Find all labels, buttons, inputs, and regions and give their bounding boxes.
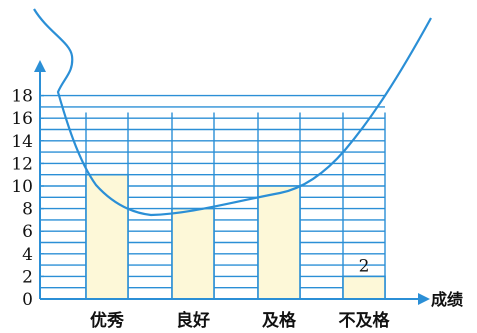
axes [34,60,430,305]
y-tick-label: 2 [22,267,33,287]
x-axis-label: 成绩 [431,290,463,309]
y-tick-label: 16 [11,109,33,129]
x-category-labels: 优秀 良好 及格 不及格 [90,310,390,331]
y-tick-label: 4 [22,245,33,265]
y-tick-label: 18 [11,87,33,107]
y-tick-label: 12 [11,154,33,174]
y-tick-label: 8 [22,200,33,220]
bar-4 [342,275,386,300]
y-tick-label: 10 [11,177,33,197]
bar-1 [85,173,129,300]
category-label: 优秀 [90,310,124,331]
y-tick-label: 6 [22,222,33,242]
data-label: 2 [359,256,370,276]
x-axis-arrow [418,293,430,305]
bar-3 [257,185,301,300]
y-tick-label: 0 [22,290,33,310]
bars [85,173,386,300]
category-label: 及格 [262,310,297,331]
data-labels: 2 [359,256,370,276]
y-tick-label: 14 [11,132,33,152]
y-axis-arrow [34,60,46,72]
decorative-curve [33,8,432,217]
category-label: 良好 [176,310,210,331]
bar-2 [171,207,215,300]
category-label: 不及格 [339,310,391,331]
